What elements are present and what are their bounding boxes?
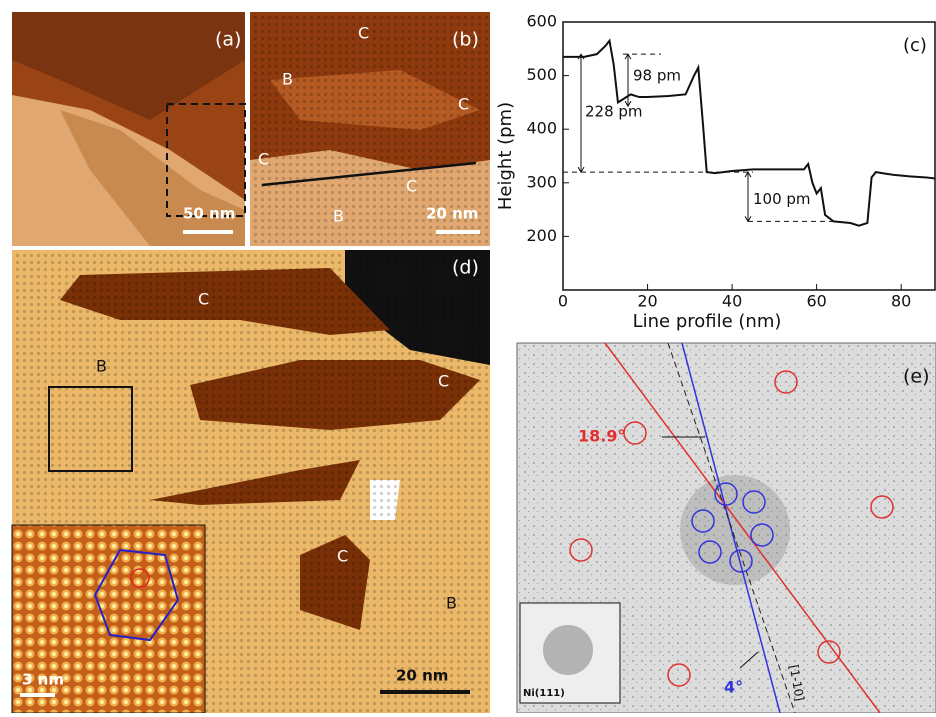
figure: (a) 50 nm (b) C B C C C B 20 nm (d) C (0, 0, 936, 713)
region-label: B (96, 357, 107, 376)
panel-label: (d) (452, 257, 479, 279)
region-label: C (198, 290, 209, 309)
profile-line (563, 41, 935, 226)
panel-d: (d) C B C C B 3 nm 20 nm (12, 250, 490, 713)
angle-label: 4° (724, 678, 743, 697)
region-label: B (333, 207, 344, 226)
region-label: C (458, 95, 469, 114)
annotation: 98 pm (633, 67, 681, 85)
x-tick-label: 0 (558, 292, 568, 311)
region-label: B (446, 594, 457, 613)
y-tick-label: 400 (526, 119, 557, 138)
x-tick-label: 40 (722, 292, 742, 311)
panel-a: (a) 50 nm (12, 12, 245, 246)
region-label: C (358, 24, 369, 43)
scale-bar-label: 20 nm (426, 205, 478, 223)
panel-label: (b) (452, 29, 479, 51)
line-chart: Line profile (nm) Height (pm) (c) 200300… (495, 12, 935, 333)
x-axis-label: Line profile (nm) (633, 311, 782, 332)
region-label: C (438, 372, 449, 391)
inset-label: Ni(111) (523, 688, 565, 699)
plot-frame (563, 22, 935, 290)
panel-e: (e) 18.9° 4° [1-10] Ni(111) (517, 343, 936, 713)
panel-b: (b) C B C C C B 20 nm (250, 12, 490, 246)
region-label: C (258, 150, 269, 169)
x-tick-label: 80 (891, 292, 911, 311)
y-tick-label: 200 (526, 226, 557, 245)
annotation: 100 pm (753, 190, 811, 208)
angle-label: 18.9° (578, 427, 625, 446)
y-axis-label: Height (pm) (495, 102, 516, 210)
x-tick-label: 60 (806, 292, 826, 311)
region-label: C (406, 177, 417, 196)
scale-bar-label: 20 nm (396, 667, 448, 685)
region-label: B (282, 70, 293, 89)
region-label: C (337, 547, 348, 566)
annotation: 228 pm (585, 103, 643, 121)
panel-label: (a) (215, 29, 241, 51)
scale-bar-label: 50 nm (183, 205, 235, 223)
y-tick-label: 600 (526, 12, 557, 31)
panel-label: (c) (903, 35, 927, 56)
x-tick-label: 20 (637, 292, 657, 311)
y-tick-label: 500 (526, 65, 557, 84)
panel-label: (e) (903, 366, 930, 388)
scale-bar-label: 3 nm (22, 671, 64, 689)
y-tick-label: 300 (526, 172, 557, 191)
